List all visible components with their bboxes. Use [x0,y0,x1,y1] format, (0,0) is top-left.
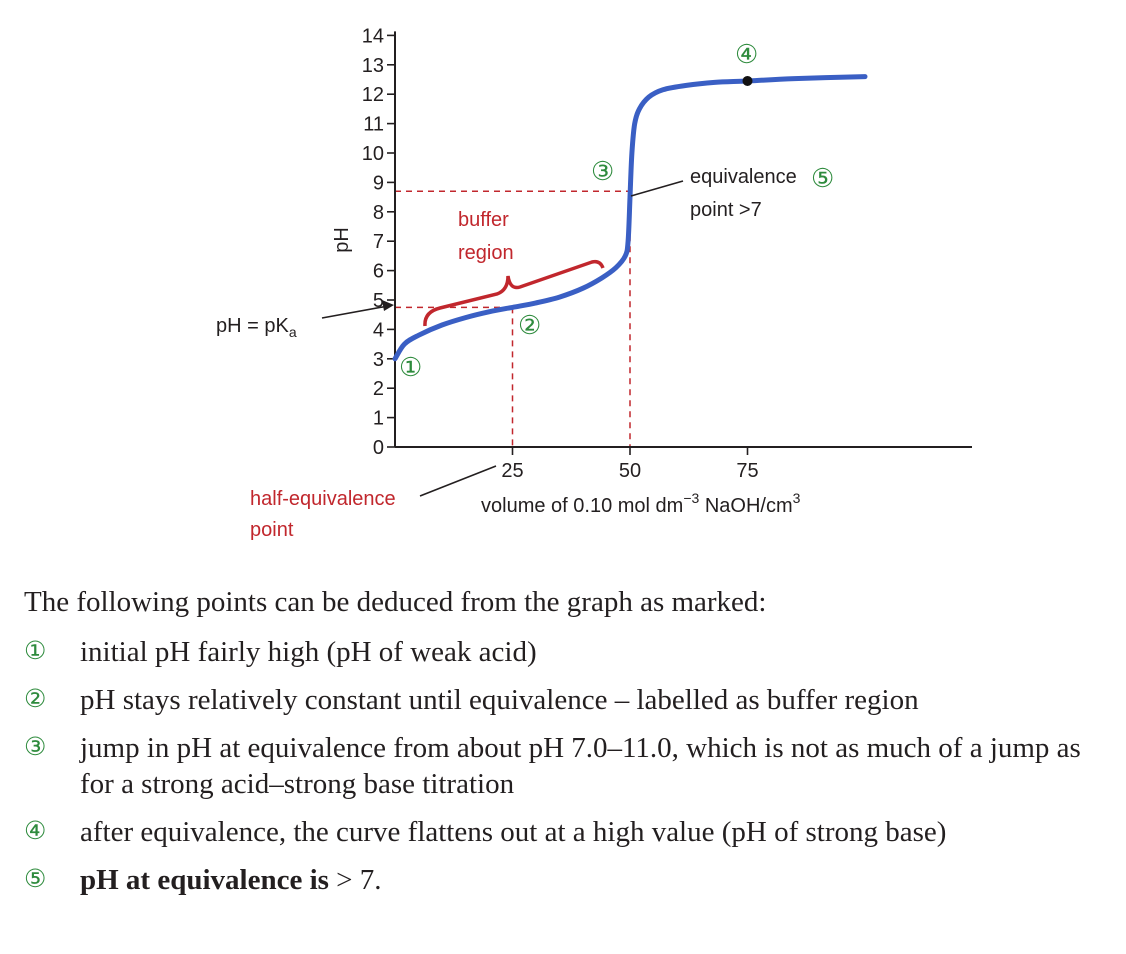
note-text-tail: > 7. [328,864,382,896]
y-tick-label: 3 [373,349,384,371]
x-tick-label: 25 [501,460,523,482]
y-tick-label: 6 [373,261,384,283]
equivalence-label: point >7 [690,199,762,221]
y-tick-label: 1 [373,408,384,430]
y-tick-label: 10 [362,143,384,165]
x-tick-label: 75 [736,460,758,482]
x-tick-label: 50 [619,460,641,482]
note-item: ⑤ pH at equivalence is > 7. [24,862,1114,898]
note-text-bold: pH at equivalence is [80,864,329,896]
note-marker: ③ [24,734,47,761]
note-marker: ⑤ [24,866,47,893]
axes [394,31,972,448]
note-marker: ① [24,638,47,665]
marked-points [742,75,753,86]
y-tick-label: 12 [362,84,384,106]
buffer-region-brace [423,259,605,327]
note-item: ② pH stays relatively constant until equ… [24,682,1114,718]
marker-3: ③ [591,156,614,186]
note-marker: ② [24,686,47,713]
curve-point [742,75,753,86]
notes-section: The following points can be deduced from… [24,584,1114,910]
marker-4: ④ [735,39,758,69]
y-tick-label: 13 [362,55,384,77]
notes-intro: The following points can be deduced from… [24,586,767,618]
y-tick-label: 4 [373,319,384,341]
titration-curve [392,74,868,362]
guide-lines [395,190,631,447]
buffer-region-label: buffer [458,209,509,231]
note-text: pH stays relatively constant until equiv… [80,684,919,716]
y-tick-label: 7 [373,231,384,253]
note-text: pH at equivalence is > 7. [80,862,1114,898]
marker-2: ② [518,310,541,340]
y-axis-label: pH [331,227,353,253]
half-equivalence-label: point [250,519,294,541]
y-tick-label: 9 [373,172,384,194]
equivalence-label: equivalence [690,166,797,188]
half-equivalence-label: half-equivalence [250,488,396,510]
equivalence-pointer [630,180,684,197]
note-text: after equivalence, the curve flattens ou… [80,816,947,848]
marker-5: ⑤ [811,163,834,193]
half-equivalence-pointer [419,465,497,497]
note-text: jump in pH at equivalence from about pH … [80,732,1081,800]
pka-arrowhead [382,300,394,311]
note-item: ③ jump in pH at equivalence from about p… [24,730,1114,802]
buffer-region-label: region [458,242,514,264]
y-tick-label: 8 [373,202,384,224]
pka-label: pH = pKa [216,315,297,340]
note-text: initial pH fairly high (pH of weak acid) [80,636,537,668]
note-item: ④ after equivalence, the curve flattens … [24,814,1114,850]
pka-arrow [321,305,389,319]
y-tick-label: 2 [373,378,384,400]
y-tick-label: 11 [363,114,384,136]
note-item: ① initial pH fairly high (pH of weak aci… [24,634,1114,670]
x-axis-label: volume of 0.10 mol dm−3 NaOH/cm3 [481,490,801,517]
note-marker: ④ [24,818,47,845]
y-tick-label: 0 [373,437,384,459]
y-tick-label: 5 [373,290,384,312]
y-tick-label: 14 [362,25,384,47]
marker-1: ① [399,352,422,382]
